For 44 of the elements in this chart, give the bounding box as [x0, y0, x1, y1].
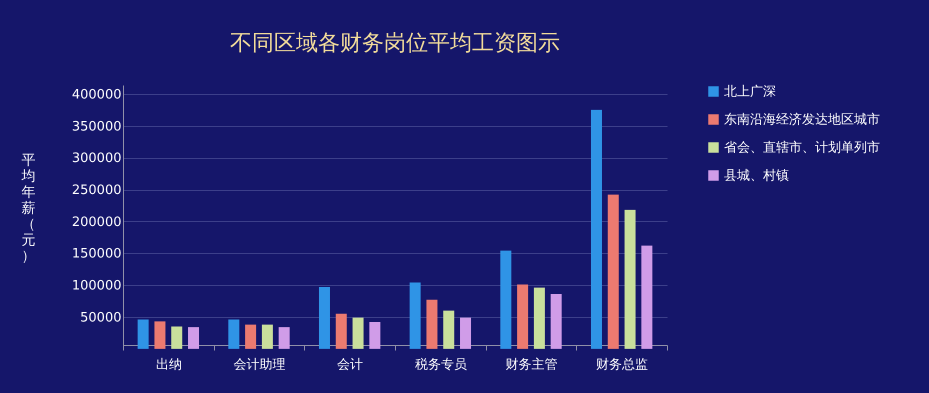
bar: [550, 294, 562, 349]
bar: [534, 288, 545, 349]
legend-label: 东南沿海经济发达地区城市: [724, 112, 880, 128]
x-tick-label: 财务总监: [596, 358, 648, 372]
y-tick-label: 150000: [72, 246, 122, 262]
bar: [188, 327, 200, 349]
bar: [590, 110, 602, 349]
y-tick-label: 50000: [80, 310, 122, 326]
bar: [318, 287, 330, 349]
bar: [410, 282, 421, 349]
y-tick-label: 100000: [72, 278, 122, 294]
bar: [624, 210, 636, 349]
x-tick-label: 税务专员: [414, 358, 467, 372]
x-tick-label: 会计: [337, 358, 364, 372]
y-tick-label: 350000: [72, 119, 122, 134]
bar: [228, 320, 240, 349]
y-tick-label: 300000: [72, 151, 122, 166]
bar: [336, 314, 347, 349]
bar: [138, 320, 149, 349]
y-axis-title: 平均年薪（元）: [20, 152, 36, 264]
bar: [154, 321, 166, 349]
bar: [352, 318, 364, 349]
bar: [460, 318, 472, 349]
y-tick-label: 250000: [72, 183, 122, 198]
bar: [500, 250, 512, 349]
bar: [426, 300, 438, 349]
bar: [245, 324, 256, 349]
legend-label: 县城、村镇: [724, 168, 789, 184]
bar: [171, 326, 182, 349]
x-tick-label: 财务主管: [506, 356, 558, 372]
x-tick-label: 会计助理: [234, 358, 286, 372]
bar: [517, 284, 528, 349]
legend-label: 省会、直辖市、计划单列市: [724, 140, 880, 156]
bar: [443, 310, 454, 349]
chart-title: 不同区域各财务岗位平均工资图示: [230, 31, 560, 56]
bar: [369, 322, 380, 349]
bar: [608, 194, 619, 349]
x-tick-label: 出纳: [156, 358, 182, 372]
bar: [641, 246, 652, 349]
y-tick-label: 400000: [72, 87, 122, 102]
bar: [262, 324, 273, 349]
bar: [278, 327, 290, 349]
y-tick-label: 200000: [72, 214, 122, 230]
legend-label: 北上广深: [724, 84, 776, 100]
